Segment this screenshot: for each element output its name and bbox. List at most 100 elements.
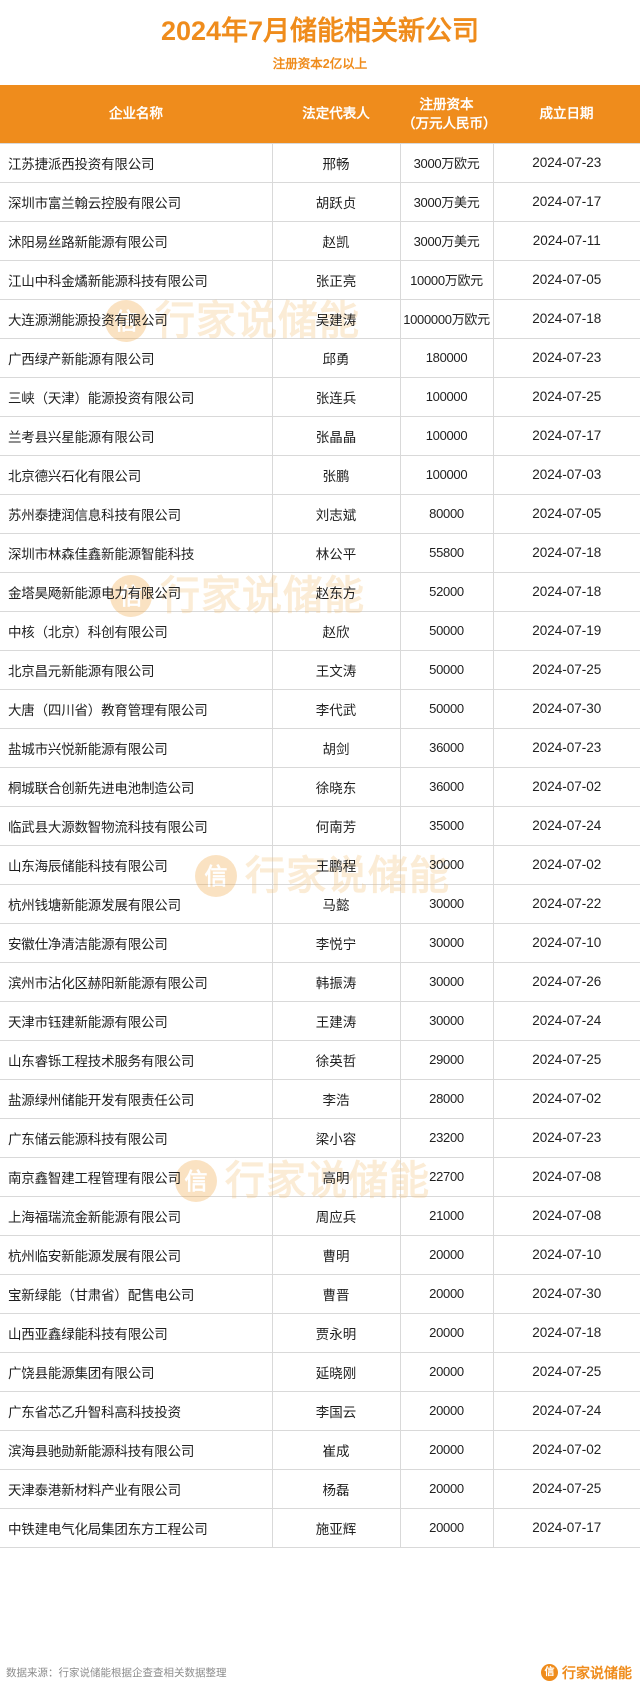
table-row: 深圳市富兰翰云控股有限公司 胡跃贞 3000万美元 2024-07-17 [0,182,640,222]
registered-capital-cell: 28000 [400,1079,494,1119]
established-date-cell: 2024-07-02 [493,767,640,807]
registered-capital-cell: 100000 [400,416,494,456]
table-row: 山西亚鑫绿能科技有限公司 贾永明 20000 2024-07-18 [0,1313,640,1353]
established-date-cell: 2024-07-05 [493,260,640,300]
legal-representative-cell: 马懿 [272,884,401,924]
registered-capital-cell: 20000 [400,1508,494,1548]
company-name-cell: 苏州泰捷润信息科技有限公司 [0,494,273,534]
table-row: 北京昌元新能源有限公司 王文涛 50000 2024-07-25 [0,650,640,690]
company-name-cell: 盐城市兴悦新能源有限公司 [0,728,273,768]
legal-representative-cell: 徐英哲 [272,1040,401,1080]
company-name-cell: 杭州钱塘新能源发展有限公司 [0,884,273,924]
registered-capital-cell: 22700 [400,1157,494,1197]
table-row: 山东海辰储能科技有限公司 王鹏程 30000 2024-07-02 [0,845,640,885]
established-date-cell: 2024-07-26 [493,962,640,1002]
registered-capital-cell: 21000 [400,1196,494,1236]
table-row: 广西绿产新能源有限公司 邱勇 180000 2024-07-23 [0,338,640,378]
table-row: 盐源绿州储能开发有限责任公司 李浩 28000 2024-07-02 [0,1079,640,1119]
registered-capital-cell: 50000 [400,689,494,729]
established-date-cell: 2024-07-24 [493,1001,640,1041]
table-row: 杭州钱塘新能源发展有限公司 马懿 30000 2024-07-22 [0,884,640,924]
company-name-cell: 广西绿产新能源有限公司 [0,338,273,378]
company-name-cell: 江苏捷派西投资有限公司 [0,142,273,183]
registered-capital-cell: 36000 [400,728,494,768]
table-row: 广饶县能源集团有限公司 延晓刚 20000 2024-07-25 [0,1352,640,1392]
company-name-cell: 沭阳易丝路新能源有限公司 [0,221,273,261]
company-name-cell: 盐源绿州储能开发有限责任公司 [0,1079,273,1119]
column-header-legal-representative: 法定代表人 [272,85,400,143]
company-name-cell: 中铁建电气化局集团东方工程公司 [0,1508,273,1548]
established-date-cell: 2024-07-18 [493,572,640,612]
established-date-cell: 2024-07-02 [493,1430,640,1470]
legal-representative-cell: 王文涛 [272,650,401,690]
table-header: 企业名称 法定代表人 注册资本 （万元人民币） 成立日期 [0,85,640,143]
registered-capital-cell: 3000万美元 [400,182,494,222]
legal-representative-cell: 韩振涛 [272,962,401,1002]
legal-representative-cell: 李代武 [272,689,401,729]
legal-representative-cell: 曹明 [272,1235,401,1275]
legal-representative-cell: 李浩 [272,1079,401,1119]
company-name-cell: 兰考县兴星能源有限公司 [0,416,273,456]
company-name-cell: 金塔昊飏新能源电力有限公司 [0,572,273,612]
registered-capital-cell: 52000 [400,572,494,612]
legal-representative-cell: 李悦宁 [272,923,401,963]
table-row: 南京鑫智建工程管理有限公司 高明 22700 2024-07-08 [0,1157,640,1197]
company-name-cell: 北京德兴石化有限公司 [0,455,273,495]
registered-capital-cell: 1000000万欧元 [400,299,494,339]
table-row: 桐城联合创新先进电池制造公司 徐晓东 36000 2024-07-02 [0,767,640,807]
legal-representative-cell: 邢畅 [272,142,401,183]
column-header-registered-capital: 注册资本 （万元人民币） [400,85,497,143]
legal-representative-cell: 徐晓东 [272,767,401,807]
established-date-cell: 2024-07-18 [493,533,640,573]
established-date-cell: 2024-07-22 [493,884,640,924]
established-date-cell: 2024-07-25 [493,1352,640,1392]
table-row: 滨州市沾化区赫阳新能源有限公司 韩振涛 30000 2024-07-26 [0,962,640,1002]
table-row: 苏州泰捷润信息科技有限公司 刘志斌 80000 2024-07-05 [0,494,640,534]
registered-capital-cell: 30000 [400,1001,494,1041]
established-date-cell: 2024-07-02 [493,845,640,885]
registered-capital-cell: 29000 [400,1040,494,1080]
company-name-cell: 大唐（四川省）教育管理有限公司 [0,689,273,729]
registered-capital-cell: 36000 [400,767,494,807]
established-date-cell: 2024-07-18 [493,299,640,339]
table-row: 兰考县兴星能源有限公司 张晶晶 100000 2024-07-17 [0,416,640,456]
legal-representative-cell: 贾永明 [272,1313,401,1353]
legal-representative-cell: 延晓刚 [272,1352,401,1392]
company-name-cell: 安徽仕净清洁能源有限公司 [0,923,273,963]
registered-capital-cell: 100000 [400,377,494,417]
company-name-cell: 广东储云能源科技有限公司 [0,1118,273,1158]
established-date-cell: 2024-07-10 [493,1235,640,1275]
registered-capital-cell: 20000 [400,1469,494,1509]
column-header-capital-line1: 注册资本 [419,96,474,112]
established-date-cell: 2024-07-30 [493,689,640,729]
registered-capital-cell: 50000 [400,611,494,651]
registered-capital-cell: 30000 [400,962,494,1002]
table-row: 大唐（四川省）教育管理有限公司 李代武 50000 2024-07-30 [0,689,640,729]
table-body: 江苏捷派西投资有限公司 邢畅 3000万欧元 2024-07-23 深圳市富兰翰云控股有… [0,142,640,1548]
legal-representative-cell: 胡剑 [272,728,401,768]
legal-representative-cell: 吴建涛 [272,299,401,339]
company-name-cell: 北京昌元新能源有限公司 [0,650,273,690]
brand-logo-icon: 信 [541,1664,558,1681]
established-date-cell: 2024-07-23 [493,338,640,378]
registered-capital-cell: 55800 [400,533,494,573]
company-name-cell: 山西亚鑫绿能科技有限公司 [0,1313,273,1353]
established-date-cell: 2024-07-05 [493,494,640,534]
company-name-cell: 三峡（天津）能源投资有限公司 [0,377,273,417]
established-date-cell: 2024-07-19 [493,611,640,651]
company-name-cell: 杭州临安新能源发展有限公司 [0,1235,273,1275]
registered-capital-cell: 30000 [400,845,494,885]
table-row: 中铁建电气化局集团东方工程公司 施亚辉 20000 2024-07-17 [0,1508,640,1548]
registered-capital-cell: 20000 [400,1274,494,1314]
column-header-company-name: 企业名称 [0,85,272,143]
company-name-cell: 滨海县驰勋新能源科技有限公司 [0,1430,273,1470]
registered-capital-cell: 10000万欧元 [400,260,494,300]
footer-source-text: 数据来源：行家说储能根据企查查相关数据整理 [6,1667,227,1679]
table-row: 安徽仕净清洁能源有限公司 李悦宁 30000 2024-07-10 [0,923,640,963]
established-date-cell: 2024-07-23 [493,142,640,183]
registered-capital-cell: 30000 [400,923,494,963]
table-row: 天津泰港新材料产业有限公司 杨磊 20000 2024-07-25 [0,1469,640,1509]
legal-representative-cell: 施亚辉 [272,1508,401,1548]
table-row: 盐城市兴悦新能源有限公司 胡剑 36000 2024-07-23 [0,728,640,768]
registered-capital-cell: 35000 [400,806,494,846]
